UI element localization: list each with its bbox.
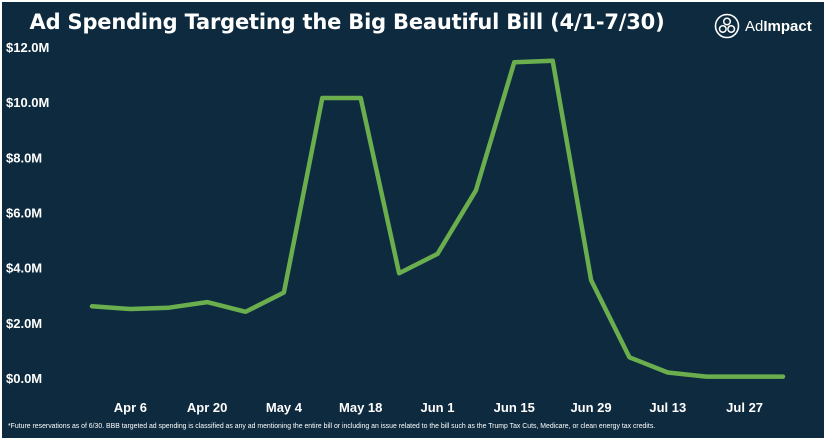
adimpact-logo-icon bbox=[714, 13, 740, 39]
y-tick-label: $4.0M bbox=[6, 261, 42, 276]
x-tick-label: Apr 20 bbox=[187, 400, 227, 415]
series-line bbox=[89, 58, 786, 379]
brand-suffix: Impact bbox=[763, 17, 812, 35]
x-tick-label: Jul 13 bbox=[649, 400, 686, 415]
y-tick-label: $10.0M bbox=[6, 95, 49, 110]
y-tick-label: $0.0M bbox=[6, 371, 42, 386]
x-tick-label: Jun 29 bbox=[570, 400, 611, 415]
x-tick-label: Jul 27 bbox=[726, 400, 763, 415]
brand-prefix: Ad bbox=[745, 17, 764, 35]
brand-wordmark: AdImpact bbox=[745, 18, 812, 35]
x-tick-label: May 4 bbox=[266, 400, 303, 415]
y-tick-label: $8.0M bbox=[6, 150, 42, 165]
y-tick-label: $6.0M bbox=[6, 206, 42, 221]
x-tick-label: Apr 6 bbox=[114, 400, 147, 415]
chart-title: Ad Spending Targeting the Big Beautiful … bbox=[29, 10, 665, 34]
x-tick-label: May 18 bbox=[339, 400, 382, 415]
y-tick-label: $2.0M bbox=[6, 316, 42, 331]
x-tick-label: Jun 15 bbox=[494, 400, 535, 415]
x-tick-label: Jun 1 bbox=[421, 400, 455, 415]
y-tick-label: $12.0M bbox=[6, 40, 49, 55]
footnote: *Future reservations as of 6/30. BBB tar… bbox=[8, 423, 656, 430]
brand-logo: AdImpact bbox=[714, 12, 812, 40]
